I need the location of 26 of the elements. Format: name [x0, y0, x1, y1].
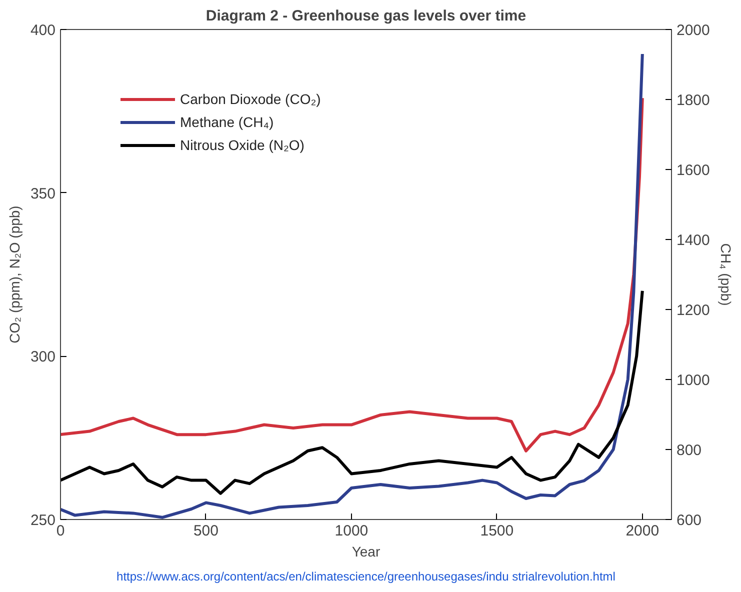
y2-tick-label: 600	[676, 512, 702, 529]
y2-axis-title: CH₄ (ppb)	[718, 243, 734, 306]
line-series	[60, 289, 644, 495]
y2-tick-label: 1600	[676, 162, 710, 179]
x-tick-label: 0	[56, 522, 65, 540]
y2-tick-label: 1800	[676, 92, 710, 109]
y-tick-label: 400	[30, 22, 56, 39]
legend-label: Methane (CH₄)	[180, 114, 274, 130]
y-tick-label: 300	[30, 348, 56, 366]
y-tick-label: 350	[30, 185, 56, 202]
x-tick-label: 1500	[480, 522, 514, 540]
y2-tick-label: 1200	[676, 302, 710, 319]
x-tick-label: 500	[193, 522, 218, 540]
chart-title: Diagram 2 - Greenhouse gas levels over time	[206, 8, 526, 24]
y2-tick-label: 1400	[676, 232, 710, 249]
text: https://www.acs.org/content/acs/en/climatescience/greenhousegases/indu strialrevolution.html	[116, 570, 616, 584]
y-axis-title: CO₂ (ppm), N₂O (ppb)	[6, 206, 22, 344]
y2-tick-label: 1000	[676, 372, 710, 389]
x-axis-title: Year	[352, 544, 380, 560]
y2-tick-label: 2000	[676, 22, 710, 39]
legend-label: Carbon Dioxode (CO₂)	[180, 91, 321, 107]
y-tick-label: 250	[30, 512, 56, 529]
legend-label: Nitrous Oxide (N₂O)	[180, 137, 304, 153]
x-tick-label: 1000	[334, 522, 368, 540]
y2-tick-label: 800	[676, 442, 702, 459]
x-tick-label: 2000	[626, 522, 660, 540]
